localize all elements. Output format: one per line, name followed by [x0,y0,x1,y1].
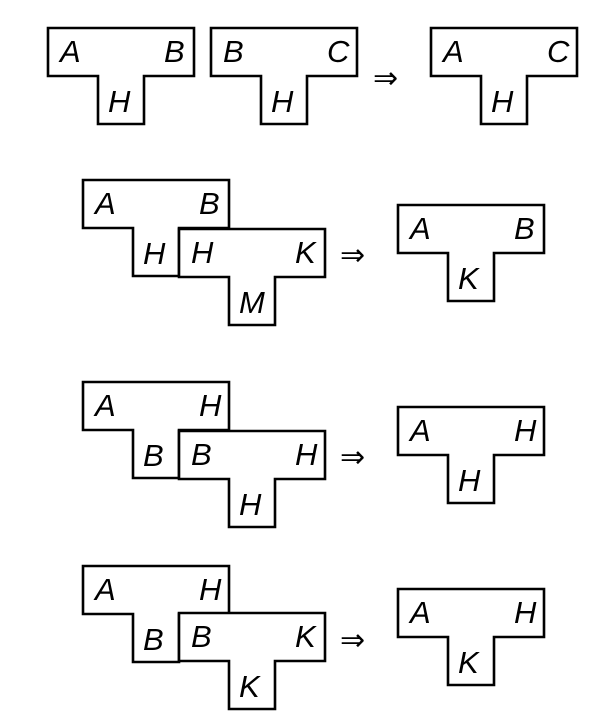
t-tile-outline [396,203,546,303]
t-tile-outline [177,611,327,711]
tile-label-left: A [93,388,116,423]
rule-3-input-tile-2: B HH [177,429,327,529]
tile-label-left: A [408,211,431,246]
tile-label-bottom: K [239,669,261,704]
implies-arrow-icon: ⇒ [340,623,365,658]
t-tile-outline [429,26,579,126]
implies-arrow-icon: ⇒ [373,61,398,96]
tile-label-right: C [547,34,570,69]
tile-label-bottom: H [143,236,166,271]
tile-label-bottom: M [239,285,265,320]
tile-label-bottom: K [458,261,480,296]
t-tile-outline [396,405,546,505]
tile-label-right: C [327,34,350,69]
rule-1-output-tile: A CH [429,26,579,126]
tile-label-right: H [514,595,537,630]
tile-label-bottom: H [271,84,294,119]
rule-4-output-tile: A HK [396,587,546,687]
rule-1-input-tile-1: A BH [46,26,196,126]
tile-label-left: A [441,34,464,69]
tile-label-left: B [191,619,212,654]
rule-4-input-tile-2: B KK [177,611,327,711]
tile-label-bottom: H [239,487,262,522]
implies-arrow-icon: ⇒ [340,440,365,475]
t-tile-outline [209,26,359,126]
tile-label-left: A [408,595,431,630]
tile-label-bottom: H [458,463,481,498]
rule-1-input-tile-2: B CH [209,26,359,126]
rule-2-input-tile-2: H KM [177,227,327,327]
tile-label-right: K [295,619,317,654]
tile-label-right: K [295,235,317,270]
tile-label-right: H [295,437,318,472]
rule-2-input-tile-1: A BH [81,178,231,278]
rule-3-output-tile: A HH [396,405,546,505]
tile-label-left: A [408,413,431,448]
tile-label-bottom: B [143,622,164,657]
rule-2-output-tile: A BK [396,203,546,303]
tile-label-bottom: B [143,438,164,473]
t-tile-outline [46,26,196,126]
tile-label-bottom: H [491,84,514,119]
tile-label-bottom: K [458,645,480,680]
tile-label-left: B [223,34,244,69]
tile-label-left: H [191,235,214,270]
t-tile-outline [177,429,327,529]
t-tile-outline [396,587,546,687]
tile-label-right: B [514,211,535,246]
tile-label-left: A [93,186,116,221]
tile-label-left: B [191,437,212,472]
tile-label-left: A [93,572,116,607]
tile-label-right: H [514,413,537,448]
rule-3-input-tile-1: A HB [81,380,231,480]
implies-arrow-icon: ⇒ [340,238,365,273]
t-tile-outline [177,227,327,327]
tile-label-right: H [199,572,222,607]
tile-label-left: A [58,34,81,69]
tile-label-right: B [164,34,185,69]
tile-label-right: H [199,388,222,423]
tile-label-right: B [199,186,220,221]
tile-label-bottom: H [108,84,131,119]
